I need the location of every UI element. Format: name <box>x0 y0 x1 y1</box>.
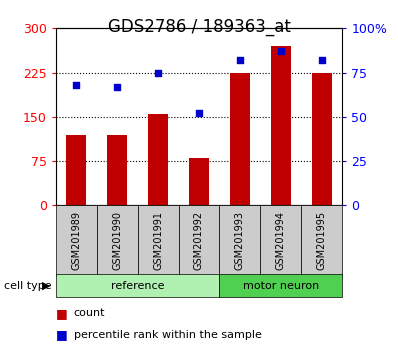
Text: percentile rank within the sample: percentile rank within the sample <box>74 330 261 339</box>
FancyBboxPatch shape <box>260 205 301 276</box>
Bar <box>312 73 332 205</box>
FancyBboxPatch shape <box>56 274 219 297</box>
Text: GSM201989: GSM201989 <box>71 211 81 270</box>
Text: ■: ■ <box>56 307 68 320</box>
Bar <box>107 135 127 205</box>
Bar <box>148 114 168 205</box>
FancyBboxPatch shape <box>97 205 138 276</box>
Point <box>319 57 325 63</box>
Text: GSM201991: GSM201991 <box>153 211 163 270</box>
Bar <box>189 158 209 205</box>
Text: GSM201992: GSM201992 <box>194 211 204 270</box>
Text: GSM201990: GSM201990 <box>112 211 122 270</box>
Text: GSM201995: GSM201995 <box>317 211 327 270</box>
Point <box>114 84 120 90</box>
Point <box>73 82 79 88</box>
Point <box>196 110 202 116</box>
Bar <box>66 135 86 205</box>
FancyBboxPatch shape <box>56 205 97 276</box>
FancyBboxPatch shape <box>301 205 342 276</box>
Text: ▶: ▶ <box>42 281 50 291</box>
Point <box>278 48 284 54</box>
Point <box>237 57 243 63</box>
Text: GDS2786 / 189363_at: GDS2786 / 189363_at <box>107 18 291 36</box>
Text: reference: reference <box>111 281 164 291</box>
Text: ■: ■ <box>56 328 68 341</box>
Text: count: count <box>74 308 105 318</box>
Bar <box>271 46 291 205</box>
FancyBboxPatch shape <box>138 205 179 276</box>
Point <box>155 70 161 75</box>
Text: GSM201993: GSM201993 <box>235 211 245 270</box>
FancyBboxPatch shape <box>179 205 219 276</box>
Text: GSM201994: GSM201994 <box>276 211 286 270</box>
FancyBboxPatch shape <box>219 274 342 297</box>
Text: motor neuron: motor neuron <box>243 281 319 291</box>
Text: cell type: cell type <box>4 281 52 291</box>
Bar <box>230 73 250 205</box>
FancyBboxPatch shape <box>219 205 260 276</box>
